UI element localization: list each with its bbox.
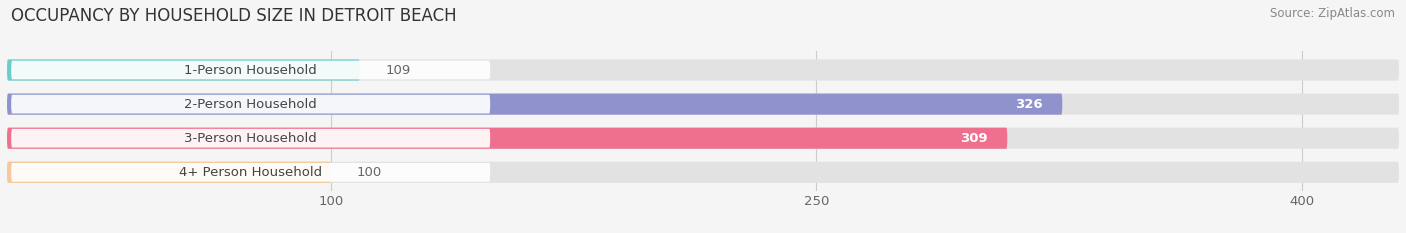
FancyBboxPatch shape [7, 93, 1063, 115]
FancyBboxPatch shape [7, 93, 1399, 115]
Text: Source: ZipAtlas.com: Source: ZipAtlas.com [1270, 7, 1395, 20]
Text: 2-Person Household: 2-Person Household [184, 98, 318, 111]
FancyBboxPatch shape [7, 59, 360, 81]
FancyBboxPatch shape [11, 95, 491, 113]
FancyBboxPatch shape [7, 128, 1007, 149]
Text: 4+ Person Household: 4+ Person Household [179, 166, 322, 179]
Text: 326: 326 [1015, 98, 1043, 111]
Text: 100: 100 [357, 166, 382, 179]
FancyBboxPatch shape [7, 59, 1399, 81]
FancyBboxPatch shape [11, 163, 491, 182]
Text: 109: 109 [385, 64, 411, 76]
FancyBboxPatch shape [7, 128, 1399, 149]
Text: 3-Person Household: 3-Person Household [184, 132, 318, 145]
Text: OCCUPANCY BY HOUSEHOLD SIZE IN DETROIT BEACH: OCCUPANCY BY HOUSEHOLD SIZE IN DETROIT B… [11, 7, 457, 25]
FancyBboxPatch shape [11, 129, 491, 147]
FancyBboxPatch shape [7, 162, 330, 183]
FancyBboxPatch shape [11, 61, 491, 79]
Text: 1-Person Household: 1-Person Household [184, 64, 318, 76]
Text: 309: 309 [960, 132, 988, 145]
FancyBboxPatch shape [7, 162, 1399, 183]
